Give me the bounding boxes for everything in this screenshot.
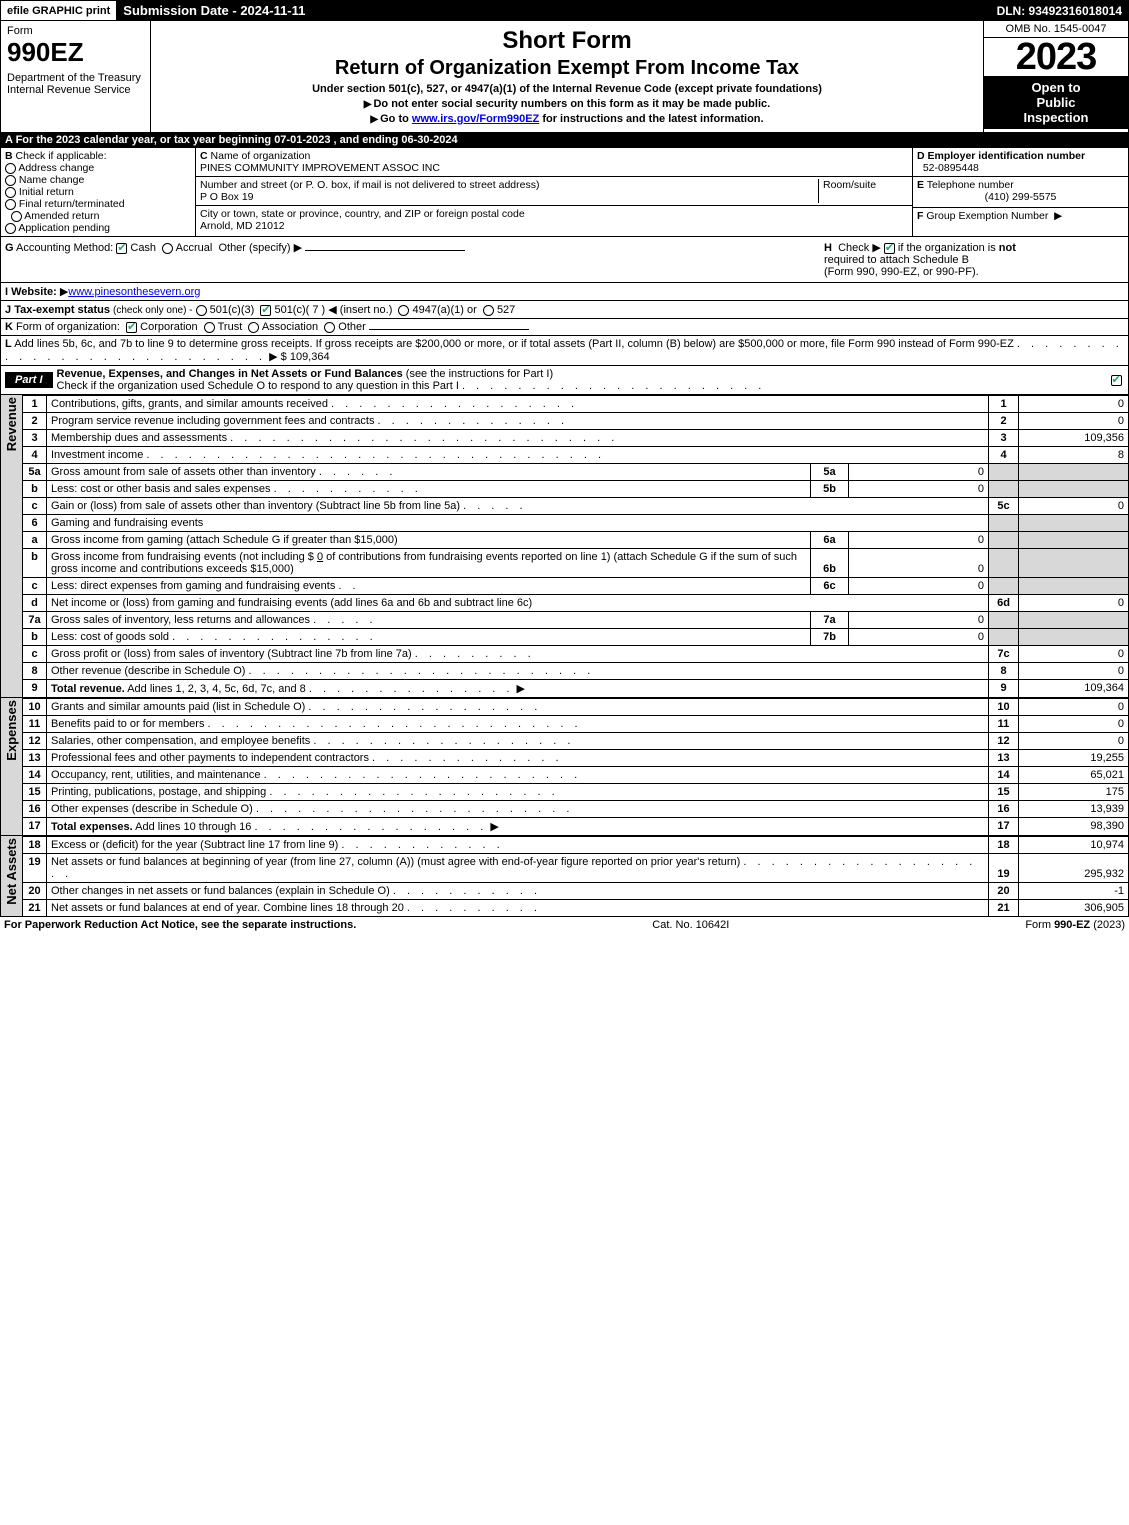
assoc-checkbox[interactable] (248, 322, 259, 333)
room-suite: Room/suite (818, 179, 908, 203)
blocks-bcd: B Check if applicable: Address change Na… (0, 148, 1129, 237)
block-c: C Name of organizationPINES COMMUNITY IM… (196, 148, 913, 236)
amended-return-checkbox[interactable] (11, 211, 22, 222)
under-section: Under section 501(c), 527, or 4947(a)(1)… (157, 83, 977, 95)
form-subtitle: Return of Organization Exempt From Incom… (157, 57, 977, 80)
expenses-table: 10Grants and similar amounts paid (list … (22, 698, 1129, 836)
application-pending-checkbox[interactable] (5, 223, 16, 234)
block-b: B Check if applicable: Address change Na… (1, 148, 196, 236)
org-name: PINES COMMUNITY IMPROVEMENT ASSOC INC (200, 162, 440, 174)
block-g-h: G Accounting Method: Cash Accrual Other … (0, 237, 1129, 283)
block-l: L Add lines 5b, 6c, and 7b to line 9 to … (0, 336, 1129, 366)
501c-checkbox[interactable] (260, 305, 271, 316)
final-return-checkbox[interactable] (5, 199, 16, 210)
block-i: I Website: ▶www.pinesonthesevern.org (0, 283, 1129, 301)
block-j: J Tax-exempt status (check only one) - 5… (0, 301, 1129, 319)
revenue-table: 1Contributions, gifts, grants, and simil… (22, 395, 1129, 698)
name-change-checkbox[interactable] (5, 175, 16, 186)
form-title: Short Form (157, 27, 977, 55)
block-a: A For the 2023 calendar year, or tax yea… (0, 133, 1129, 148)
efile-print[interactable]: efile GRAPHIC print (1, 1, 117, 20)
part-1-header: Part I Revenue, Expenses, and Changes in… (0, 366, 1129, 395)
527-checkbox[interactable] (483, 305, 494, 316)
net-assets-label: Net Assets (0, 836, 22, 917)
dln: DLN: 93492316018014 (312, 1, 1128, 20)
form-header: Form 990EZ Department of the Treasury In… (0, 21, 1129, 133)
addr-change-checkbox[interactable] (5, 163, 16, 174)
telephone: (410) 299-5575 (917, 191, 1124, 203)
irs-link[interactable]: www.irs.gov/Form990EZ (412, 113, 539, 125)
initial-return-checkbox[interactable] (5, 187, 16, 198)
expenses-label: Expenses (0, 698, 22, 836)
corp-checkbox[interactable] (126, 322, 137, 333)
form-word: Form (7, 25, 144, 37)
goto-line: Go to www.irs.gov/Form990EZ for instruct… (157, 113, 977, 125)
revenue-label: Revenue (0, 395, 22, 698)
tax-year: 2023 (984, 38, 1128, 76)
schedule-o-checkbox[interactable] (1111, 375, 1122, 386)
header-right: OMB No. 1545-0047 2023 Open toPublicInsp… (983, 21, 1128, 132)
schedule-b-checkbox[interactable] (884, 243, 895, 254)
trust-checkbox[interactable] (204, 322, 215, 333)
block-def: D Employer identification number 52-0895… (913, 148, 1128, 236)
street-address: P O Box 19 (200, 191, 254, 203)
irs-label: Internal Revenue Service (7, 84, 144, 96)
ein: 52-0895448 (923, 162, 979, 174)
page-footer: For Paperwork Reduction Act Notice, see … (0, 917, 1129, 933)
other-org-checkbox[interactable] (324, 322, 335, 333)
city-state-zip: Arnold, MD 21012 (200, 220, 285, 232)
no-ssn-note: Do not enter social security numbers on … (157, 98, 977, 110)
form-number: 990EZ (7, 37, 144, 68)
cash-checkbox[interactable] (116, 243, 127, 254)
block-k: K Form of organization: Corporation Trus… (0, 319, 1129, 336)
header-mid: Short Form Return of Organization Exempt… (151, 21, 983, 132)
4947-checkbox[interactable] (398, 305, 409, 316)
dept-treasury: Department of the Treasury (7, 72, 144, 84)
website-link[interactable]: www.pinesonthesevern.org (68, 286, 200, 298)
top-bar: efile GRAPHIC print Submission Date - 20… (0, 0, 1129, 21)
submission-date: Submission Date - 2024-11-11 (117, 1, 312, 20)
accrual-checkbox[interactable] (162, 243, 173, 254)
header-left: Form 990EZ Department of the Treasury In… (1, 21, 151, 132)
open-inspection: Open toPublicInspection (984, 76, 1128, 129)
net-assets-table: 18Excess or (deficit) for the year (Subt… (22, 836, 1129, 917)
501c3-checkbox[interactable] (196, 305, 207, 316)
